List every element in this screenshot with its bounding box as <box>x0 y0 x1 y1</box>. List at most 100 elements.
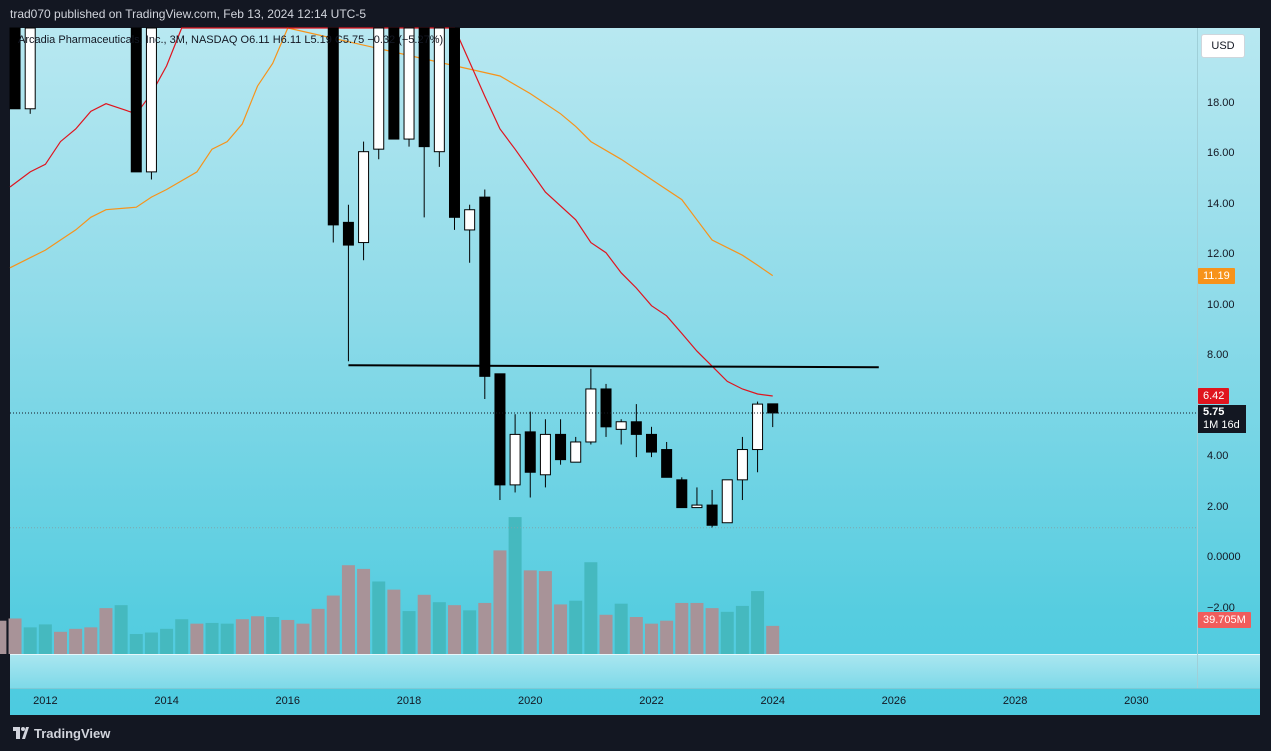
drawn-lines-layer <box>10 364 1197 529</box>
candle-body <box>539 433 551 476</box>
candle-body <box>585 388 597 443</box>
candle-body <box>752 403 764 451</box>
volume-bar <box>326 595 340 654</box>
candle-body <box>661 449 673 478</box>
currency-button[interactable]: USD <box>1201 34 1245 58</box>
volume-bar <box>8 618 22 654</box>
time-tick-label: 2016 <box>275 695 301 707</box>
volume-layer <box>0 517 780 654</box>
candle-body <box>706 504 718 526</box>
footer <box>0 718 1271 751</box>
tradingview-logo-icon[interactable] <box>13 727 29 739</box>
candle-body <box>464 209 476 231</box>
candle-body <box>388 27 400 140</box>
price-tick-label: 16.00 <box>1207 147 1235 160</box>
candle-body <box>479 196 491 377</box>
volume-bar <box>751 591 765 654</box>
candle-body <box>403 27 415 140</box>
volume-bar <box>584 562 598 654</box>
time-tick-label: 2028 <box>1002 695 1028 707</box>
price-tick-label: 18.00 <box>1207 96 1235 109</box>
tradingview-brand[interactable]: TradingView <box>34 726 111 741</box>
volume-bar <box>69 628 83 654</box>
volume-bar <box>38 624 52 654</box>
volume-bar <box>54 631 68 654</box>
volume-bar <box>296 623 310 654</box>
candle-body <box>645 433 657 453</box>
candle-body <box>373 27 385 150</box>
pane-separator[interactable] <box>10 654 1260 655</box>
candle-body <box>145 27 157 173</box>
publish-line: trad070 published on TradingView.com, Fe… <box>10 7 367 21</box>
volume-bar <box>629 617 643 654</box>
candle-body <box>721 479 733 524</box>
candle-body <box>524 431 536 473</box>
candle-body <box>9 27 21 110</box>
price-tick-label: 2.00 <box>1207 500 1229 513</box>
volume-bar <box>644 623 658 654</box>
volume-bar <box>220 623 234 654</box>
time-tick-label: 2014 <box>154 695 179 707</box>
candle-body <box>342 221 354 246</box>
volume-bar <box>417 594 431 654</box>
last-price-badge: 5.75 1M 16d <box>1198 404 1246 433</box>
volume-bar <box>281 619 295 654</box>
candle-body <box>600 388 612 428</box>
volume-bar <box>235 619 249 654</box>
price-tick-label: 4.00 <box>1207 450 1229 463</box>
price-tick-label: 14.00 <box>1207 197 1235 210</box>
candles-layer <box>9 27 779 528</box>
volume-bar <box>0 620 7 654</box>
volume-bar <box>23 627 37 654</box>
symbol-legend[interactable]: Arcadia Pharmaceuticals, Inc., 3M, NASDA… <box>18 34 444 46</box>
ma-slow-price-badge: 11.19 <box>1198 267 1235 284</box>
volume-bar <box>463 610 477 654</box>
candle-body <box>433 27 445 153</box>
volume-bar <box>144 632 158 654</box>
time-axis-separator <box>10 688 1260 689</box>
resistance-line <box>348 364 879 369</box>
ma-fast-line <box>9 27 773 397</box>
volume-bar <box>766 625 780 654</box>
price-scale-separator <box>1197 28 1198 688</box>
bar-countdown: 1M 16d <box>1203 418 1240 431</box>
candle-body <box>130 27 142 173</box>
volume-bar <box>84 627 98 654</box>
time-tick-label: 2018 <box>396 695 422 707</box>
volume-bar <box>266 617 280 654</box>
volume-bar <box>99 608 113 654</box>
candle-body <box>509 433 521 486</box>
candle-body <box>570 441 582 463</box>
time-tick-label: 2022 <box>639 695 664 707</box>
volume-bar <box>114 605 128 654</box>
volume-bar <box>508 517 522 654</box>
candle-body <box>555 433 567 461</box>
volume-bar <box>523 570 537 654</box>
candle-body <box>630 421 642 435</box>
candle-body <box>358 151 370 244</box>
price-tick-label: 10.00 <box>1207 298 1235 311</box>
volume-bar <box>569 600 583 654</box>
price-tick-label: 12.00 <box>1207 248 1235 261</box>
volume-bar <box>372 581 386 654</box>
chart-area[interactable] <box>10 28 1260 715</box>
candle-body <box>494 373 506 486</box>
volume-bar <box>160 628 174 654</box>
lower-pane <box>10 655 1260 688</box>
publish-header: trad070 published on TradingView.com, Fe… <box>0 0 1271 28</box>
moving-averages-layer <box>9 27 774 397</box>
volume-bar <box>478 602 492 654</box>
volume-bar <box>660 620 674 654</box>
volume-bar <box>402 611 416 654</box>
candle-body <box>418 27 430 148</box>
candle-body <box>691 504 703 509</box>
volume-bar <box>614 603 628 654</box>
volume-bar <box>311 608 325 654</box>
volume-bar <box>493 550 507 654</box>
time-tick-label: 2020 <box>518 695 543 707</box>
volume-bar <box>599 614 613 654</box>
price-tick-label: 0.0000 <box>1207 551 1241 564</box>
last-price-value: 5.75 <box>1203 405 1225 418</box>
candle-body <box>615 421 627 430</box>
